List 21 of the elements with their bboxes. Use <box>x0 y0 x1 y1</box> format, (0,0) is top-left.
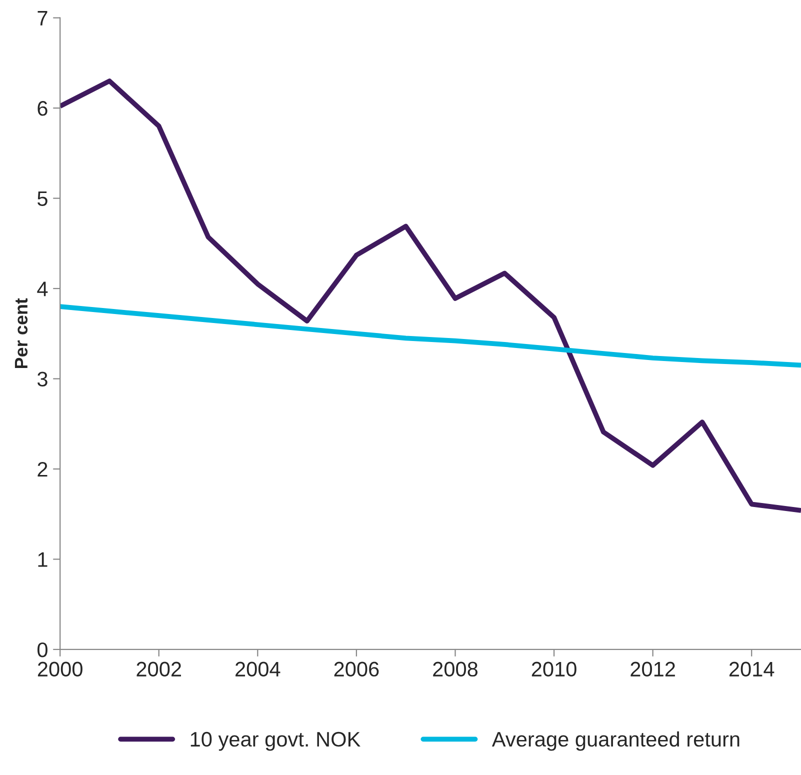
y-tick-label: 1 <box>38 552 48 567</box>
y-tick-label: 2 <box>38 462 48 477</box>
y-tick-label: 6 <box>38 101 48 116</box>
x-tick-label: 2000 <box>38 662 82 677</box>
y-axis-title: Per cent <box>14 298 28 368</box>
x-tick-label: 2008 <box>433 662 478 677</box>
y-tick-label: 3 <box>37 372 48 387</box>
x-tick-label: 2006 <box>334 662 379 677</box>
line-series <box>60 304 801 368</box>
y-tick-label: 0 <box>38 642 48 658</box>
x-tick-label: 2014 <box>729 662 774 677</box>
legend-label: Average guaranteed return <box>492 731 740 751</box>
y-tick-label: 7 <box>38 11 48 26</box>
legend-label: 10 year govt. NOK <box>190 732 360 751</box>
x-tick-label: 2004 <box>236 662 280 677</box>
x-tick-label: 2010 <box>532 662 576 677</box>
y-tick-label: 4 <box>37 282 48 296</box>
x-tick-label: 2002 <box>136 662 181 677</box>
x-tick-label: 2012 <box>630 662 675 677</box>
line-series <box>60 78 801 513</box>
y-tick-label: 5 <box>38 192 48 206</box>
